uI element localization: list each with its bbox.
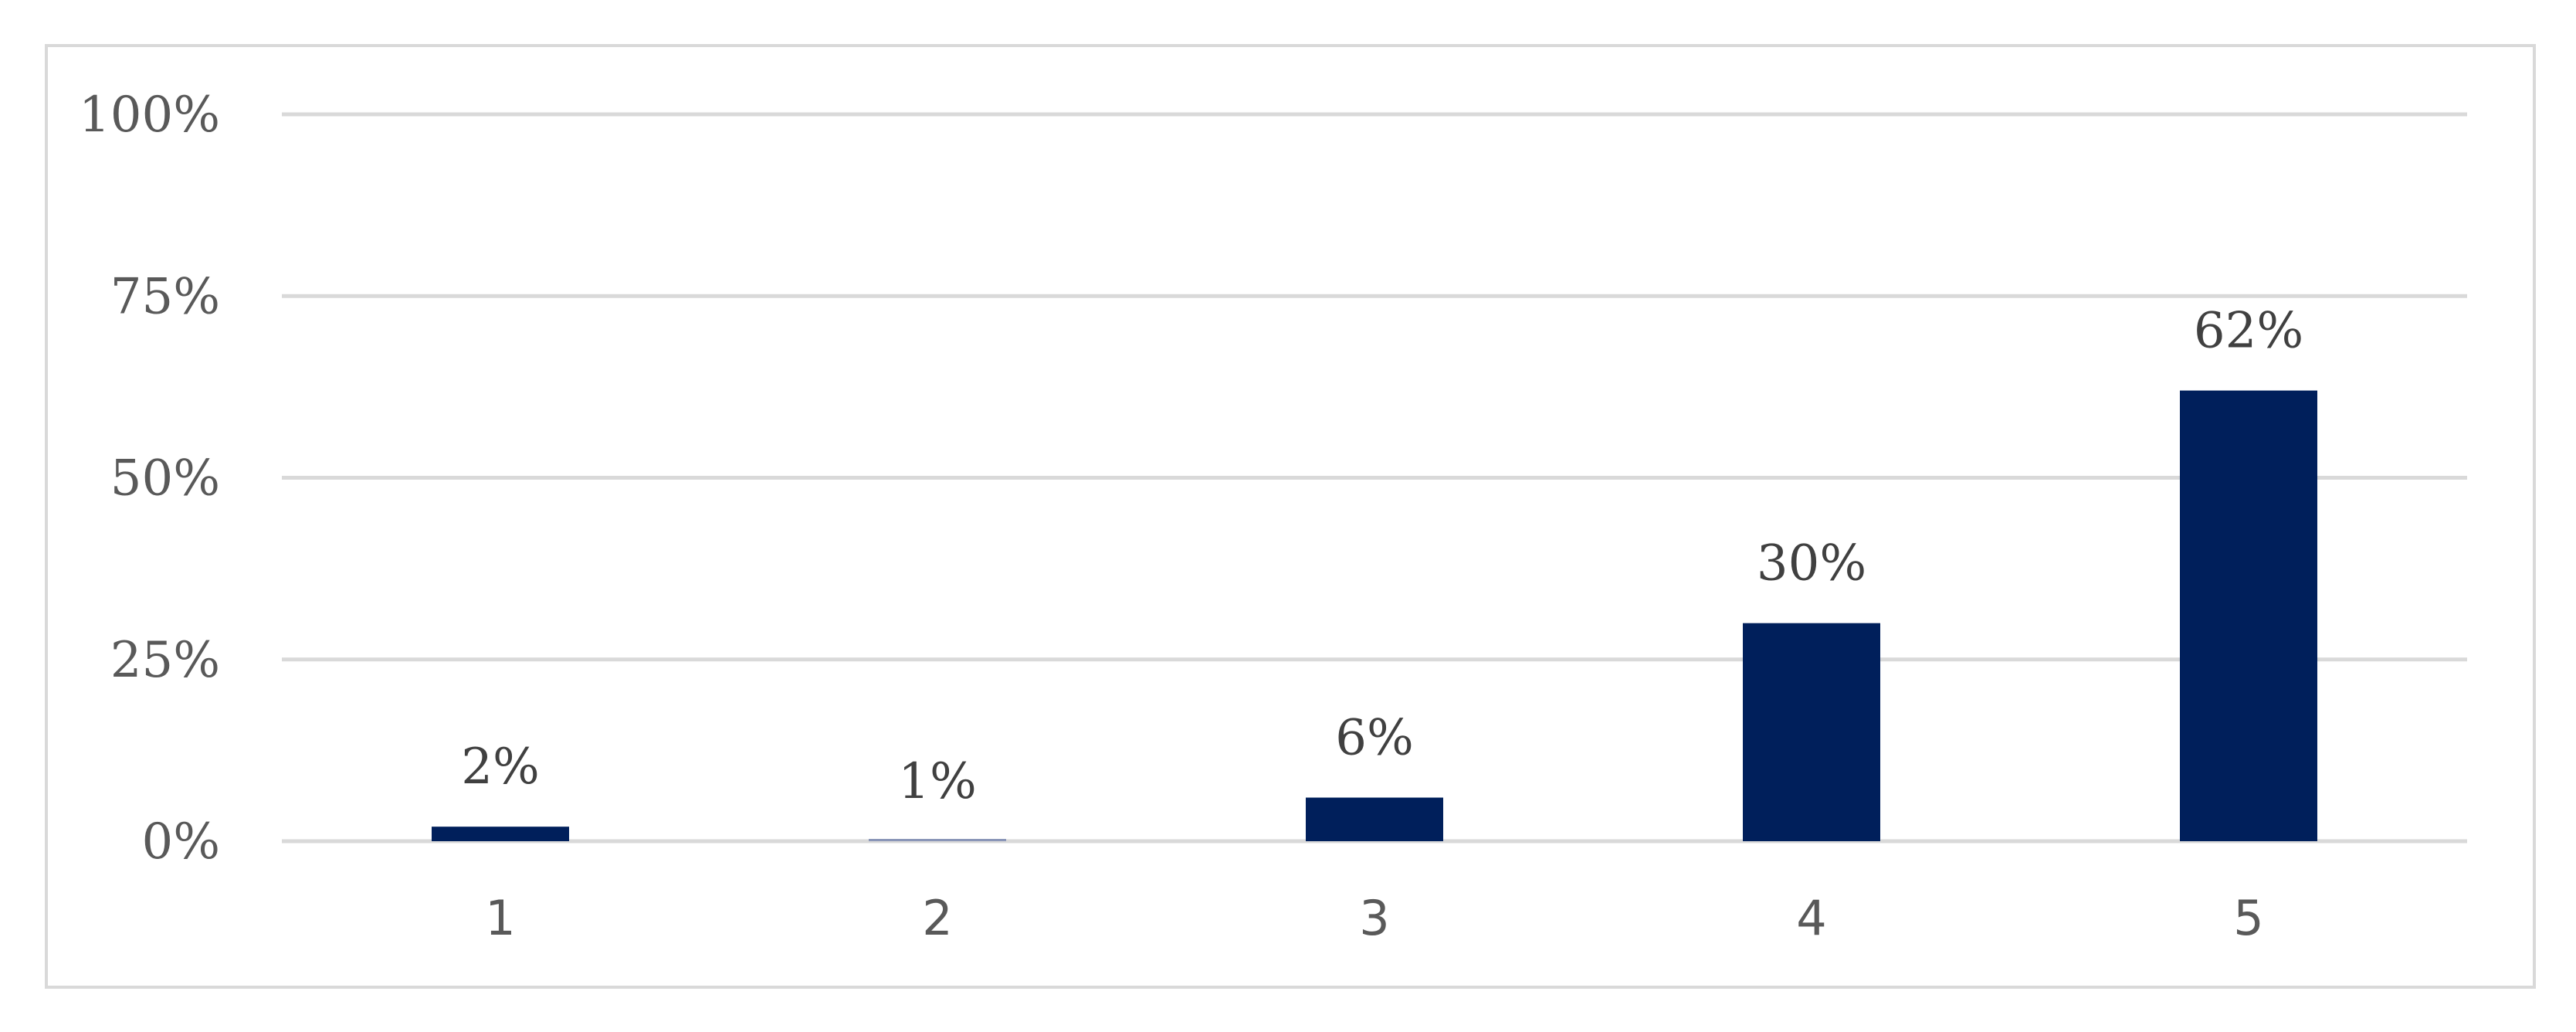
y-tick-label: 25% (110, 632, 220, 689)
data-label: 2% (461, 738, 540, 796)
y-tick-label: 75% (110, 268, 220, 325)
bar-4 (1743, 623, 1880, 841)
x-tick-label: 5 (2233, 890, 2263, 946)
bars (432, 390, 2317, 842)
y-tick-label: 0% (141, 813, 220, 871)
bar-5 (2180, 390, 2317, 842)
data-label: 6% (1335, 710, 1414, 767)
x-tick-label: 1 (485, 890, 515, 946)
bar-2 (869, 839, 1006, 841)
data-label: 1% (898, 753, 977, 810)
x-tick-label: 2 (922, 890, 952, 946)
y-tick-label: 100% (79, 87, 220, 144)
x-tick-label: 4 (1796, 890, 1826, 946)
data-label: 30% (1757, 535, 1866, 592)
y-tick-label: 50% (110, 450, 220, 508)
data-label: 62% (2194, 303, 2303, 360)
x-axis-ticks: 1 2 3 4 5 (485, 890, 2263, 946)
y-axis-ticks: 0% 25% 50% 75% 100% (79, 87, 220, 871)
data-labels: 2% 1% 6% 30% 62% (461, 303, 2303, 810)
bar-1 (432, 827, 569, 841)
bar-3 (1306, 797, 1443, 841)
x-tick-label: 3 (1359, 890, 1389, 946)
gridlines (282, 112, 2467, 844)
